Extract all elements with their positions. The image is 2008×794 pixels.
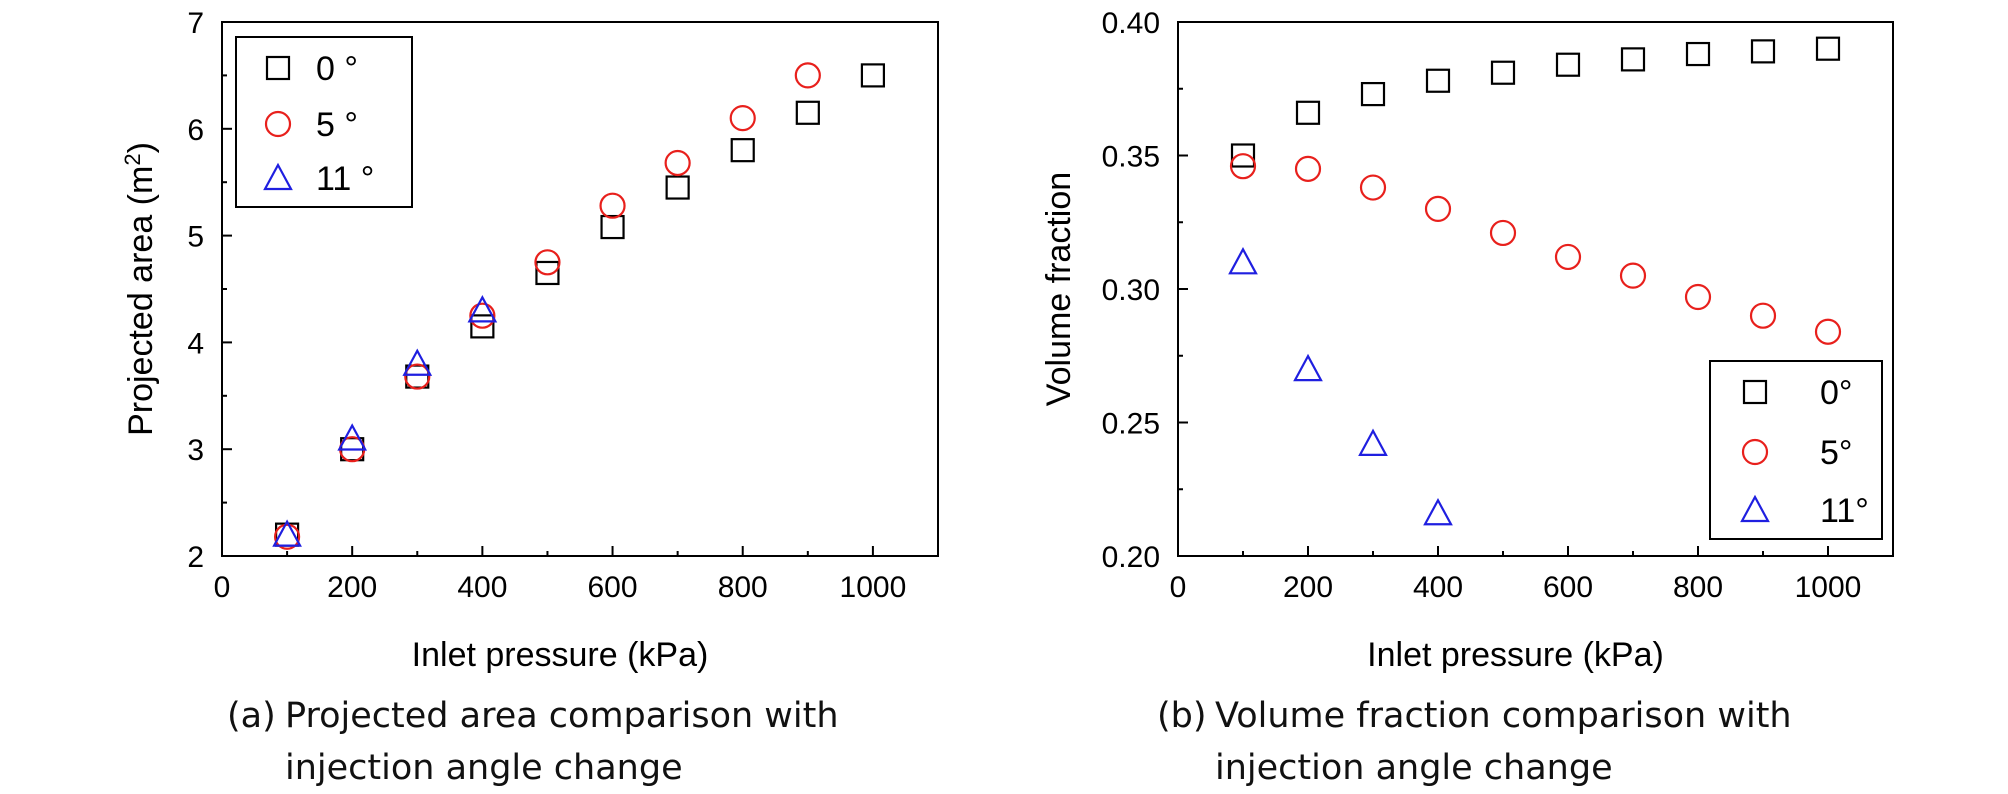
data-point-b-series0 — [1360, 81, 1386, 107]
chart-panel-b: 0 200 400 600 800 1000 0.20 0.25 0.30 0.35 0.40 Inl… — [1040, 7, 1894, 674]
data-point-b-series1 — [1489, 219, 1517, 247]
legend-label-b-series0: 0° — [1820, 374, 1853, 412]
data-point-a-series1 — [664, 149, 691, 177]
y-tick-label-a: 3 — [187, 434, 204, 467]
data-point-a-series1 — [599, 192, 626, 219]
y-tick-label-a: 5 — [187, 221, 204, 254]
data-point-a-series2 — [402, 348, 433, 376]
x-tick-label-a: 600 — [588, 571, 638, 604]
legend-label-a-series2: 11 ° — [316, 160, 374, 198]
y-tick-label-a: 2 — [187, 541, 204, 574]
y-axis-label-b: Volume fraction — [1040, 172, 1078, 406]
x-tick-label-b: 800 — [1673, 571, 1723, 604]
data-point-b-series0 — [1425, 68, 1451, 93]
data-point-b-series1 — [1684, 283, 1712, 311]
x-tick-label-a: 400 — [457, 571, 507, 604]
data-point-a-series1 — [273, 523, 301, 550]
x-tick-label-b: 1000 — [1795, 571, 1862, 604]
data-point-b-series0 — [1685, 41, 1711, 67]
x-axis-label-b: Inlet pressure (kPa) — [1367, 636, 1664, 674]
x-tick-label-a: 1000 — [840, 571, 907, 604]
y-tick-label-b: 0.25 — [1102, 408, 1160, 441]
data-point-a-series1 — [729, 105, 756, 132]
data-point-b-series1 — [1619, 262, 1647, 289]
y-tick-label-b: 0.30 — [1102, 274, 1160, 307]
caption-a-line1: Projected area comparison with — [285, 696, 839, 736]
data-point-b-series0 — [1815, 36, 1841, 61]
data-point-a-series1 — [794, 62, 821, 89]
legend-label-a-series0: 0 ° — [316, 50, 358, 88]
data-point-b-series1 — [1554, 243, 1582, 271]
data-point-a-series0 — [405, 364, 430, 389]
legend-marker-b-series1 — [1741, 438, 1769, 466]
y-axis-label-a: Projected area (m2) — [120, 142, 161, 436]
data-point-a-series0 — [600, 214, 625, 240]
data-point-b-series0 — [1750, 39, 1776, 64]
legend-marker-a-series0 — [265, 55, 291, 81]
data-point-b-series2 — [1293, 353, 1323, 382]
legend-box-b — [1709, 360, 1883, 540]
data-point-b-series1 — [1749, 302, 1777, 329]
legend-label-b-series1: 5° — [1820, 434, 1853, 472]
data-point-a-series1 — [404, 363, 431, 390]
data-point-b-series1 — [1229, 153, 1257, 180]
data-point-b-series1 — [1359, 174, 1387, 201]
data-point-a-series0 — [795, 100, 820, 125]
y-tick-label-a: 7 — [187, 7, 204, 40]
data-point-b-series1 — [1294, 155, 1322, 182]
data-point-b-series0 — [1295, 100, 1321, 125]
y-tick-label-a: 6 — [187, 114, 204, 147]
legend-label-b-series2: 11° — [1820, 492, 1869, 530]
legend-marker-a-series1 — [264, 110, 292, 138]
data-point-b-series0 — [1230, 143, 1256, 168]
data-point-b-series1 — [1424, 195, 1452, 222]
x-tick-label-b: 0 — [1170, 571, 1187, 604]
x-tick-label-a: 0 — [214, 571, 231, 604]
caption-a-line2: injection angle change — [285, 748, 683, 788]
data-point-b-series0 — [1490, 60, 1516, 85]
data-point-b-series2 — [1228, 246, 1258, 275]
data-point-a-series1 — [534, 249, 561, 276]
x-axis-label-a: Inlet pressure (kPa) — [412, 636, 709, 674]
data-point-a-series2 — [272, 519, 302, 547]
y-tick-label-b: 0.35 — [1102, 141, 1160, 174]
legend-marker-b-series0 — [1742, 379, 1768, 405]
data-point-a-series0 — [665, 175, 690, 200]
data-point-b-series2 — [1423, 497, 1453, 526]
caption-a: (a) Projected area comparison with inject… — [227, 690, 839, 794]
caption-a-label: (a) — [227, 696, 276, 736]
x-tick-label-b: 600 — [1543, 571, 1593, 604]
data-point-a-series0 — [470, 314, 495, 339]
caption-b-line2: injection angle change — [1215, 748, 1613, 788]
caption-b-label: (b) — [1157, 696, 1207, 736]
data-point-a-series0 — [730, 138, 755, 163]
legend-marker-a-series2 — [263, 162, 293, 191]
data-point-a-series2 — [337, 423, 368, 451]
legend-marker-b-series2 — [1740, 494, 1770, 523]
data-point-a-series0 — [860, 63, 886, 88]
chart-panel-a: 0 200 400 600 800 1000 2 3 4 5 6 7 Inlet pressure (k… — [120, 7, 939, 674]
x-tick-label-a: 800 — [718, 571, 768, 604]
data-point-a-series1 — [469, 302, 496, 329]
y-tick-label-a: 4 — [187, 327, 204, 360]
data-point-b-series2 — [1358, 428, 1388, 456]
data-point-a-series0 — [535, 260, 560, 286]
legend-label-a-series1: 5 ° — [316, 106, 358, 144]
x-tick-label-a: 200 — [327, 571, 377, 604]
caption-b-line1: Volume fraction comparison with — [1215, 696, 1792, 736]
x-tick-label-b: 200 — [1283, 571, 1333, 604]
y-tick-label-b: 0.40 — [1102, 7, 1160, 40]
data-point-b-series1 — [1814, 318, 1842, 345]
x-tick-label-b: 400 — [1413, 571, 1463, 604]
data-point-b-series0 — [1620, 47, 1646, 72]
data-point-b-series0 — [1555, 52, 1581, 77]
data-point-a-series2 — [467, 295, 498, 323]
y-tick-label-b: 0.20 — [1102, 541, 1160, 574]
caption-b: (b) Volume fraction comparison with injec… — [1157, 690, 1792, 794]
